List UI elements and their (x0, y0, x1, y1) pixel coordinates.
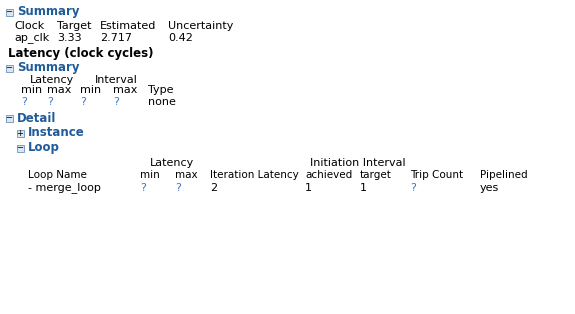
Text: Initiation Interval: Initiation Interval (310, 158, 405, 168)
Bar (6, 64, 13, 72)
Text: +: + (17, 128, 24, 138)
Text: min: min (80, 85, 101, 95)
Text: 1: 1 (305, 183, 312, 193)
Text: min: min (140, 170, 160, 180)
Bar (6, 8, 13, 15)
Text: Summary: Summary (17, 62, 79, 74)
Text: achieved: achieved (305, 170, 352, 180)
Text: Instance: Instance (28, 127, 85, 139)
Text: −: − (6, 8, 13, 17)
Text: 3.33: 3.33 (57, 33, 82, 43)
Text: min: min (21, 85, 42, 95)
Text: Loop: Loop (28, 142, 60, 154)
Text: 0.42: 0.42 (168, 33, 193, 43)
Text: max: max (47, 85, 71, 95)
Bar (17, 144, 24, 151)
Text: −: − (17, 143, 24, 153)
Text: Estimated: Estimated (100, 21, 156, 31)
Text: Loop Name: Loop Name (28, 170, 87, 180)
Text: target: target (360, 170, 392, 180)
Text: Uncertainty: Uncertainty (168, 21, 233, 31)
Text: ?: ? (175, 183, 181, 193)
Text: none: none (148, 97, 176, 107)
Text: −: − (6, 113, 13, 122)
Text: Type: Type (148, 85, 174, 95)
Text: Latency: Latency (30, 75, 74, 85)
Text: Interval: Interval (95, 75, 138, 85)
Text: Detail: Detail (17, 111, 56, 124)
Text: ?: ? (21, 97, 27, 107)
Text: - merge_loop: - merge_loop (28, 182, 101, 193)
Text: ?: ? (47, 97, 53, 107)
Text: max: max (113, 85, 137, 95)
Bar (17, 129, 24, 137)
Text: Target: Target (57, 21, 91, 31)
Text: Latency: Latency (150, 158, 194, 168)
Text: Clock: Clock (14, 21, 44, 31)
Text: ap_clk: ap_clk (14, 33, 49, 43)
Text: ?: ? (140, 183, 146, 193)
Text: Iteration Latency: Iteration Latency (210, 170, 299, 180)
Text: yes: yes (480, 183, 499, 193)
Text: Summary: Summary (17, 6, 79, 19)
Text: 2: 2 (210, 183, 217, 193)
Text: Pipelined: Pipelined (480, 170, 528, 180)
Text: ?: ? (410, 183, 416, 193)
Text: 1: 1 (360, 183, 367, 193)
Text: max: max (175, 170, 198, 180)
Text: −: − (6, 63, 13, 73)
Bar (6, 115, 13, 122)
Text: Latency (clock cycles): Latency (clock cycles) (8, 47, 154, 61)
Text: 2.717: 2.717 (100, 33, 132, 43)
Text: ?: ? (113, 97, 119, 107)
Text: ?: ? (80, 97, 86, 107)
Text: Trip Count: Trip Count (410, 170, 463, 180)
